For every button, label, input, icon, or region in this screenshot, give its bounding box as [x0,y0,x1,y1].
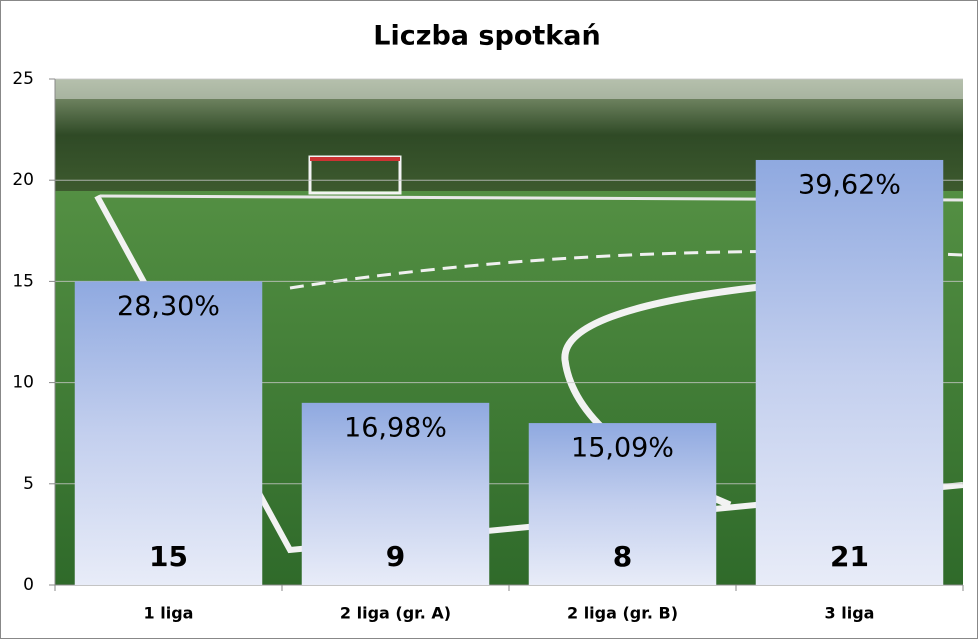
value-label: 8 [613,540,632,573]
share-label: 39,62% [798,169,901,200]
chart-title: Liczba spotkań [373,21,600,52]
y-tick-label: 0 [23,575,34,595]
share-label: 15,09% [571,433,674,464]
y-tick-label: 10 [12,373,34,393]
bar [301,402,490,585]
value-label: 21 [830,540,869,573]
x-tick-label: 3 liga [825,604,875,623]
bar [528,423,717,585]
value-label: 15 [149,540,188,573]
y-tick-label: 20 [12,170,34,190]
x-tick-label: 2 liga (gr. A) [340,604,451,623]
share-label: 28,30% [117,291,220,322]
x-tick-label: 1 liga [144,604,194,623]
value-label: 9 [386,540,405,573]
y-tick-label: 25 [12,69,34,89]
y-tick-label: 5 [23,474,34,494]
share-label: 16,98% [344,412,447,443]
y-tick-label: 15 [12,271,34,291]
bar [74,281,263,585]
bar [755,159,944,585]
x-tick-label: 2 liga (gr. B) [567,604,678,623]
